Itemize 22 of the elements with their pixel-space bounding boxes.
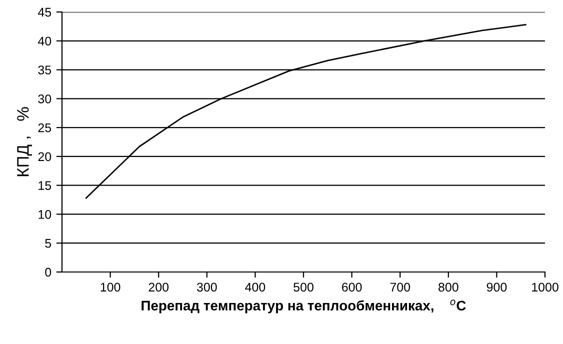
text: Перепад температур на теплообменниках, $^{o}$C: [142, 300, 466, 314]
y-tick-label: 40: [38, 36, 52, 46]
y-tick-label: 45: [38, 8, 52, 17]
x-tick-label: 1000: [532, 282, 558, 292]
y-tick-label: 10: [38, 210, 52, 219]
x-tick-label: 600: [342, 282, 362, 292]
x-tick-label: 500: [294, 282, 314, 292]
x-tick-label: 300: [196, 282, 217, 292]
y-tick-label: 5: [45, 239, 52, 248]
y-tick-label: 35: [38, 66, 52, 74]
y-tick-label: 30: [38, 94, 52, 104]
y-tick-label: 20: [38, 152, 52, 162]
x-tick-label: 900: [486, 282, 507, 292]
y-axis-title: КПД , %: [17, 107, 32, 176]
x-tick-label: 100: [100, 282, 120, 292]
y-tick-label: 0: [45, 268, 52, 277]
x-tick-label: 700: [390, 282, 410, 292]
y-tick-label: 25: [38, 123, 52, 132]
x-tick-label: 400: [245, 282, 266, 292]
x-tick-label: 800: [438, 282, 458, 292]
x-tick-label: 200: [148, 282, 169, 292]
y-tick-label: 15: [38, 181, 52, 190]
